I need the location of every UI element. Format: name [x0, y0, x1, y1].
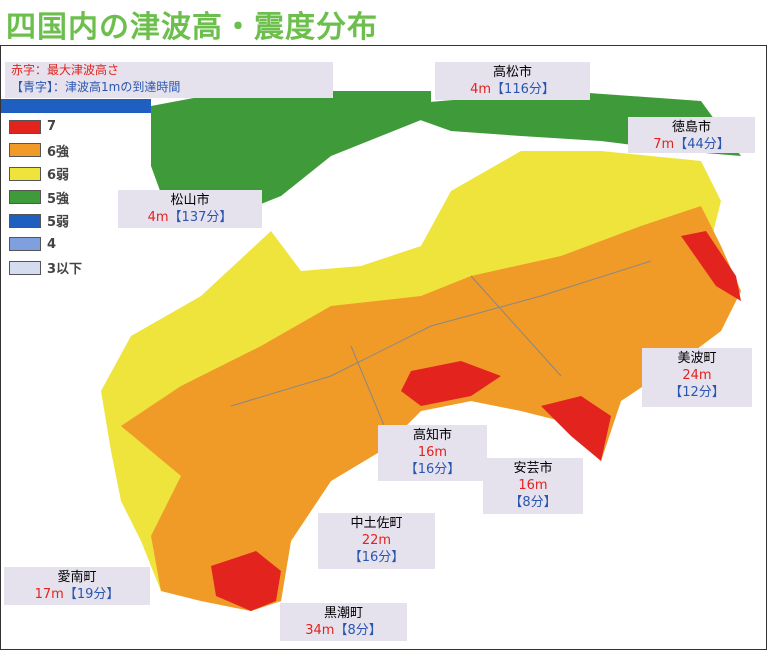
legend-swatch — [9, 260, 41, 275]
legend-item: 4 — [5, 233, 95, 257]
red-region — [681, 231, 741, 301]
orange-region — [121, 206, 741, 611]
tsunami-height: 16m — [518, 478, 548, 493]
city-label: 中土佐町 22m 【16分】 — [318, 513, 435, 569]
note-label: 【青字】 — [11, 80, 54, 94]
arrival-time: 【16分】 — [348, 550, 405, 565]
sea-band — [1, 99, 151, 113]
legend: 7 6強 6弱 5強 5弱 4 3以下 — [5, 115, 95, 287]
legend-swatch — [9, 213, 41, 228]
city-values: 【12分】 — [642, 384, 752, 401]
city-values: 22m — [318, 532, 435, 549]
city-values: 24m — [642, 367, 752, 384]
legend-item: 7 — [5, 115, 95, 139]
city-name: 高松市 — [492, 65, 532, 80]
legend-label: 6強 — [47, 144, 70, 160]
arrival-time: 【116分】 — [491, 82, 555, 97]
city-name: 美波町 — [677, 351, 717, 366]
arrival-time: 【16分】 — [404, 462, 461, 477]
city-name: 黒潮町 — [323, 606, 363, 621]
city-values: 【16分】 — [378, 461, 487, 478]
city-label: 松山市 4m【137分】 — [118, 190, 262, 228]
note: 【青字】：津波高1mの到達時間 — [11, 79, 333, 96]
legend-swatch — [9, 166, 41, 181]
red-region — [401, 361, 501, 406]
legend-label: 7 — [47, 119, 57, 135]
title: 四国内の津波高・震度分布 — [6, 10, 378, 45]
city-name: 安芸市 — [513, 461, 553, 476]
arrival-time: 【44分】 — [674, 137, 730, 152]
city-name: 愛南町 — [57, 570, 97, 585]
legend-item: 3以下 — [5, 256, 95, 280]
arrival-time: 【8分】 — [509, 495, 557, 510]
tsunami-height: 16m — [417, 445, 448, 460]
city-name: 中土佐町 — [350, 516, 403, 531]
city-label: 愛南町 17m【19分】 — [4, 567, 150, 605]
tsunami-height: 7m — [653, 137, 675, 152]
tsunami-height: 4m — [147, 210, 169, 225]
legend-item: 6弱 — [5, 162, 95, 186]
city-label: 高知市 16m 【16分】 — [378, 425, 487, 481]
green-region — [151, 91, 431, 221]
city-name: 高知市 — [412, 428, 452, 443]
city-values: 16m — [483, 477, 583, 494]
notes: 赤字：最大津波高さ 【青字】：津波高1mの到達時間 — [5, 62, 333, 98]
legend-item: 5強 — [5, 186, 95, 210]
legend-item: 6強 — [5, 139, 95, 163]
legend-swatch — [9, 143, 41, 158]
tsunami-height: 22m — [361, 533, 392, 548]
legend-swatch — [9, 190, 41, 205]
tsunami-height: 17m — [34, 587, 64, 602]
city-values: 4m【137分】 — [118, 209, 262, 226]
red-region — [211, 551, 281, 611]
arrival-time: 【19分】 — [63, 587, 120, 602]
note-text: ：津波高1mの到達時間 — [53, 80, 181, 94]
note-text: ：最大津波高さ — [35, 63, 120, 77]
city-label: 安芸市 16m 【8分】 — [483, 458, 583, 514]
note-label: 赤字 — [11, 63, 36, 77]
legend-label: 4 — [47, 236, 57, 252]
tsunami-height: 34m — [305, 623, 335, 638]
city-name: 松山市 — [170, 193, 210, 208]
city-values: 16m — [378, 444, 487, 461]
legend-swatch — [9, 237, 41, 252]
legend-swatch — [9, 119, 41, 134]
arrival-time: 【137分】 — [168, 210, 233, 225]
arrival-time: 【12分】 — [669, 385, 725, 400]
city-values: 【8分】 — [483, 494, 583, 511]
city-label: 美波町 24m 【12分】 — [642, 348, 752, 407]
city-values: 7m【44分】 — [628, 136, 755, 153]
arrival-time: 【8分】 — [334, 623, 382, 638]
legend-item: 5弱 — [5, 209, 95, 233]
tsunami-height: 4m — [470, 82, 492, 97]
city-label: 高松市 4m【116分】 — [435, 62, 590, 100]
city-label: 徳島市 7m【44分】 — [628, 117, 755, 153]
city-values: 17m【19分】 — [4, 586, 150, 603]
tsunami-height: 24m — [682, 368, 712, 383]
legend-label: 6弱 — [47, 168, 70, 184]
legend-label: 5強 — [47, 191, 70, 207]
city-name: 徳島市 — [671, 120, 711, 135]
red-region — [541, 396, 611, 461]
city-label: 黒潮町 34m【8分】 — [280, 603, 407, 641]
city-values: 4m【116分】 — [435, 81, 590, 98]
legend-label: 3以下 — [47, 262, 83, 278]
legend-label: 5弱 — [47, 215, 70, 231]
note: 赤字：最大津波高さ — [11, 62, 333, 79]
city-values: 34m【8分】 — [280, 622, 407, 639]
city-values: 【16分】 — [318, 549, 435, 566]
